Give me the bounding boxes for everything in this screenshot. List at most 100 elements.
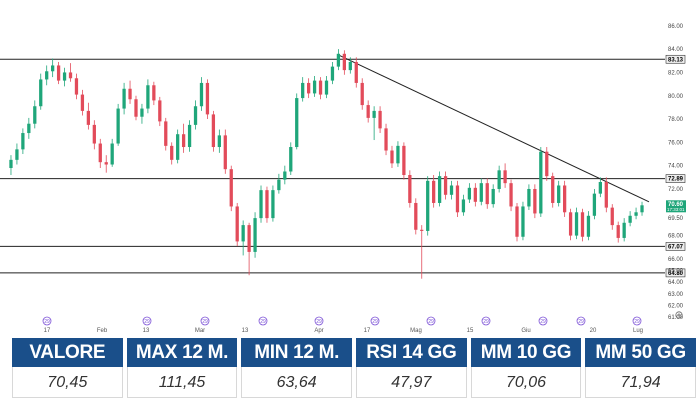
candle-body — [491, 188, 495, 205]
candle-body — [568, 212, 573, 236]
candle-body — [330, 66, 335, 81]
candle-body — [140, 108, 144, 117]
candle-body — [521, 206, 525, 237]
candle-body — [574, 212, 579, 236]
candle-body — [485, 183, 489, 205]
candle-body — [539, 151, 543, 214]
candle-body — [283, 171, 287, 180]
stat-header: MM 50 GG — [585, 338, 696, 367]
candle-body — [259, 190, 263, 219]
candle-body — [86, 110, 91, 125]
y-tick-label: 78.00 — [668, 117, 684, 123]
candle-body — [56, 65, 61, 81]
candle-body — [378, 110, 382, 129]
y-tick-label: 84.00 — [668, 47, 684, 53]
candle-body — [181, 134, 186, 148]
event-marker — [314, 316, 324, 326]
level-tag-label: 72.89 — [668, 177, 684, 183]
x-tick-label: 20 — [590, 328, 597, 334]
level-tag-label: 67.07 — [668, 244, 684, 250]
candle-body — [586, 215, 591, 237]
stat-value: 70,06 — [470, 367, 582, 398]
event-marker-label: 29 — [540, 319, 546, 325]
event-marker-label: 29 — [578, 319, 584, 325]
event-marker — [632, 316, 642, 326]
candle-body — [27, 123, 31, 134]
y-tick-label: 72.00 — [668, 187, 684, 193]
candle-body — [449, 185, 454, 195]
candle-body — [616, 225, 620, 238]
stat-rsi-14: RSI 14 GG 47,97 — [355, 338, 467, 398]
event-marker — [481, 316, 491, 326]
y-tick-label: 63.00 — [668, 292, 684, 298]
candle-body — [164, 121, 168, 146]
trendline-layer — [338, 54, 650, 203]
candle-body — [265, 190, 269, 219]
candle-body — [604, 181, 608, 208]
stat-header: VALORE — [12, 338, 123, 367]
x-axis: 17 Feb 13 Mar 13 Apr 17 Mag 15 Giu 20 Lug — [44, 328, 643, 334]
candles — [9, 49, 644, 279]
x-tick-label: 17 — [364, 328, 371, 334]
event-marker-label: 29 — [372, 319, 378, 325]
x-tick-label: Mag — [410, 328, 422, 334]
x-tick-label: 13 — [242, 328, 249, 334]
candle-body — [98, 143, 102, 163]
x-tick-label: 13 — [143, 328, 150, 334]
level-tag — [665, 174, 686, 183]
x-tick-label: Mar — [195, 328, 205, 334]
x-tick-label: Lug — [633, 328, 643, 334]
candle-body — [592, 193, 597, 216]
y-tick-label: 68.00 — [668, 234, 684, 240]
level-tag-label: 64.80 — [668, 271, 684, 277]
candle-body — [324, 80, 329, 95]
event-marker-label: 29 — [428, 319, 434, 325]
candle-body — [527, 188, 531, 207]
candle-body — [301, 82, 305, 99]
event-marker — [426, 316, 436, 326]
candle-body — [199, 82, 204, 107]
candle-body — [253, 218, 257, 252]
candle-body — [74, 78, 79, 95]
candle-body — [479, 183, 483, 202]
candle-body — [580, 212, 585, 237]
candle-body — [384, 128, 388, 151]
candle-body — [152, 85, 156, 101]
candle-body — [62, 72, 67, 81]
candle-body — [497, 170, 501, 189]
candle-body — [312, 80, 317, 94]
candle-body — [223, 135, 227, 170]
y-tick-label: 76.00 — [668, 140, 684, 146]
stat-header: MAX 12 M. — [126, 338, 238, 367]
stat-value: 111,45 — [126, 367, 238, 398]
level-tag — [665, 268, 686, 278]
candle-body — [402, 145, 406, 175]
x-tick-label: Feb — [97, 328, 108, 334]
candle-body — [461, 199, 466, 213]
event-marker — [370, 316, 380, 326]
level-tag — [665, 54, 686, 64]
zoom-icon[interactable] — [675, 311, 683, 319]
candle-body — [158, 100, 162, 122]
candle-body — [414, 202, 418, 230]
candle-body — [247, 225, 251, 252]
candle-body — [211, 114, 216, 148]
candle-body — [134, 99, 138, 117]
candle-body — [39, 79, 43, 107]
price-tag — [666, 200, 686, 213]
candle-body — [533, 188, 537, 214]
candle-body — [467, 187, 472, 200]
stat-max-12m: MAX 12 M. 111,45 — [126, 338, 238, 398]
candle-body — [217, 135, 221, 148]
candle-body — [128, 88, 132, 100]
event-marker-label: 29 — [634, 319, 640, 325]
y-axis: 86.00 84.00 82.00 80.00 78.00 76.00 74.00 72.00… — [668, 24, 684, 321]
candle-body — [146, 85, 150, 109]
stat-header: RSI 14 GG — [355, 338, 467, 367]
candle-body — [289, 147, 293, 172]
y-tick-label: 80.00 — [668, 94, 684, 100]
event-marker — [142, 316, 152, 326]
event-marker — [538, 316, 548, 326]
candle-body — [426, 180, 430, 231]
